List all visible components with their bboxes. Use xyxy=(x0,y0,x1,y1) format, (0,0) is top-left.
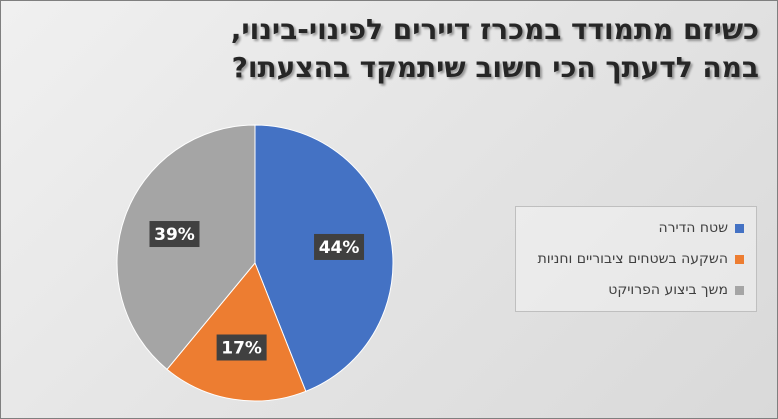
legend-item-public-investment: השקעה בשטחים ציבוריים וחניות xyxy=(538,248,744,270)
chart-title: כשיזם מתמודד במכרז דיירים לפינוי-בינוי, … xyxy=(19,11,759,87)
chart-title-line-2: במה לדעתך הכי חשוב שיתמקד בהצעתו? xyxy=(231,51,759,84)
legend-swatch-apartment-area xyxy=(735,223,744,233)
legend-label: השקעה בשטחים ציבוריים וחניות xyxy=(537,251,728,267)
legend-label: משך ביצוע הפרויקט xyxy=(608,282,728,298)
data-label: 39% xyxy=(149,221,200,248)
data-label-text: 39% xyxy=(154,225,195,245)
data-label: 44% xyxy=(314,233,365,260)
data-label-box xyxy=(216,334,267,361)
legend: שטח הדירה השקעה בשטחים ציבוריים וחניות מ… xyxy=(515,206,757,312)
legend-label: שטח הדירה xyxy=(658,220,728,236)
data-label-box xyxy=(314,233,365,260)
data-label-text: 44% xyxy=(319,238,360,258)
data-label: 17% xyxy=(216,334,267,361)
legend-item-apartment-area: שטח הדירה xyxy=(658,217,744,239)
slice-public-investment xyxy=(166,262,307,402)
legend-item-project-duration: משך ביצוע הפרויקט xyxy=(608,279,744,301)
legend-swatch-project-duration xyxy=(735,285,744,295)
chart-title-line-1: כשיזם מתמודד במכרז דיירים לפינוי-בינוי, xyxy=(230,13,759,46)
data-label-box xyxy=(149,221,200,248)
data-label-text: 17% xyxy=(221,339,262,359)
slice-project-duration xyxy=(116,124,256,371)
legend-swatch-public-investment xyxy=(735,254,744,264)
